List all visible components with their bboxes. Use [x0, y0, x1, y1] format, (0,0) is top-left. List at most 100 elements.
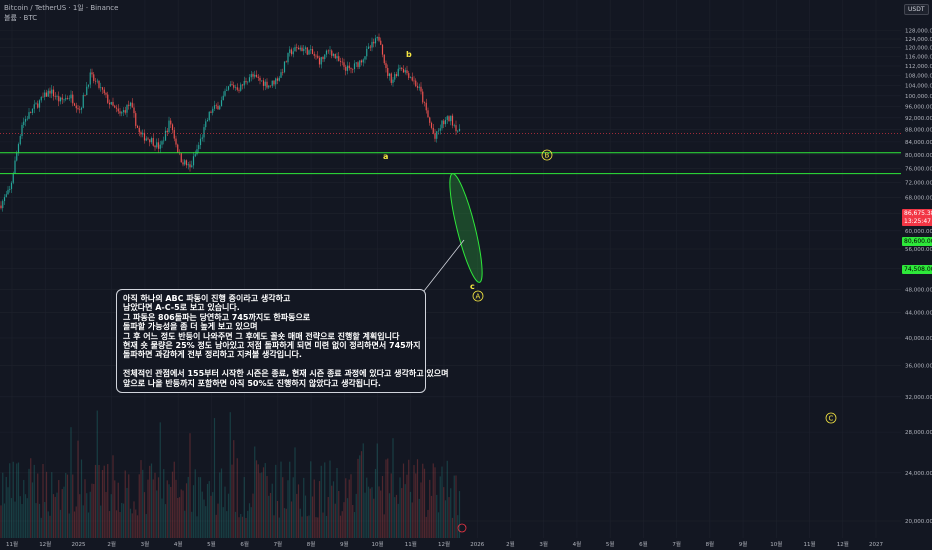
volume-bar [268, 495, 270, 538]
volume-bar [360, 451, 363, 538]
currency-button[interactable]: USDT [904, 4, 929, 15]
volume-bar [240, 513, 242, 538]
candle-body [208, 111, 210, 121]
candle-body [131, 102, 133, 108]
volume-bar [59, 509, 62, 538]
volume-bar [394, 497, 396, 538]
candle-body [420, 86, 422, 92]
volume-bar [44, 502, 46, 538]
candle-body [338, 56, 340, 61]
candle-body [86, 86, 88, 96]
wave-label-c: c [470, 282, 475, 291]
volume-bar [147, 479, 149, 538]
volume-bar [395, 494, 398, 538]
candle-body [44, 92, 46, 97]
candle-body [72, 94, 74, 104]
candle-body [381, 44, 384, 55]
volume-bar [30, 458, 32, 538]
volume-bar [378, 486, 380, 538]
volume-bar [313, 479, 315, 538]
volume-bar [369, 488, 371, 538]
candle-body [303, 48, 305, 52]
volume-bar [292, 477, 294, 538]
wave-label-b: b [406, 50, 412, 59]
volume-bar [26, 498, 28, 538]
volume-bar [432, 463, 434, 538]
volume-bar [320, 465, 322, 538]
volume-bar [441, 466, 443, 538]
candle-body [124, 110, 126, 113]
volume-bar [129, 508, 132, 538]
volume-bar [458, 491, 461, 538]
candle-body [163, 140, 165, 142]
volume-bar [429, 479, 431, 538]
volume-bar [332, 481, 335, 538]
target-zone-ellipse[interactable] [444, 171, 489, 284]
candle-body [107, 94, 109, 103]
volume-bar [189, 433, 191, 538]
candle-body [429, 117, 431, 123]
volume-bar [331, 485, 333, 538]
volume-bar [269, 492, 272, 538]
candle-body [308, 50, 310, 55]
candle-body [21, 124, 23, 137]
symbol-title: Bitcoin / TetherUS · 1일 · Binance [4, 4, 119, 12]
candle-body [51, 89, 53, 94]
candle-body [362, 59, 364, 63]
candle-body [350, 68, 352, 69]
candle-body [339, 60, 342, 62]
volume-bar [178, 497, 181, 538]
volume-bar [241, 516, 244, 538]
volume-bar [236, 458, 238, 538]
candle-body [212, 108, 214, 113]
candle-body [336, 56, 338, 59]
volume-bar [171, 471, 174, 538]
volume-bar [383, 514, 385, 538]
volume-bar [103, 465, 105, 538]
candle-body [294, 47, 296, 52]
price-tick-label: 104,000.00 [905, 83, 932, 89]
volume-bar [397, 503, 399, 538]
volume-bar [136, 515, 139, 538]
time-tick-label: 4월 [174, 540, 183, 548]
candle-body [313, 53, 315, 56]
volume-bar [345, 478, 347, 538]
volume-bar [65, 472, 67, 538]
time-tick-label: 7월 [672, 540, 681, 548]
wave-label-A: A [476, 293, 481, 301]
candle-body [439, 128, 441, 131]
volume-bar [63, 486, 65, 538]
candle-body [390, 73, 392, 83]
volume-bar [42, 463, 44, 538]
candle-body [159, 144, 161, 149]
volume-bar [366, 477, 368, 538]
analysis-callout[interactable]: 아직 하나의 ABC 파동이 진행 중이라고 생각하고 남았다면 A-C-5로 … [116, 289, 448, 393]
candle-body [346, 65, 349, 71]
candle-body [409, 77, 412, 78]
note-line: 돌파하면 과감하게 전부 정리하고 지켜볼 생각입니다. [123, 350, 302, 360]
volume-bar [380, 490, 382, 538]
candle-body [199, 138, 202, 146]
candle-body [240, 84, 242, 91]
candle-body [275, 78, 277, 85]
volume-bar [226, 511, 228, 538]
candle-body [49, 90, 51, 94]
replay-icon[interactable] [457, 523, 467, 533]
volume-bar [101, 469, 104, 538]
price-tick-label: 120,000.00 [905, 46, 932, 52]
volume-bar [427, 509, 429, 538]
candle-body [257, 76, 259, 78]
volume-bar [12, 461, 14, 538]
volume-bar [408, 459, 410, 538]
candle-body [210, 111, 212, 113]
volume-bar [35, 503, 37, 538]
candle-body [250, 74, 252, 78]
volume-bar [261, 472, 263, 538]
volume-bar [374, 468, 377, 538]
candle-body [89, 72, 91, 85]
candle-body [79, 109, 81, 110]
volume-bar [219, 472, 221, 538]
candle-body [241, 84, 244, 86]
candle-body [243, 80, 245, 86]
